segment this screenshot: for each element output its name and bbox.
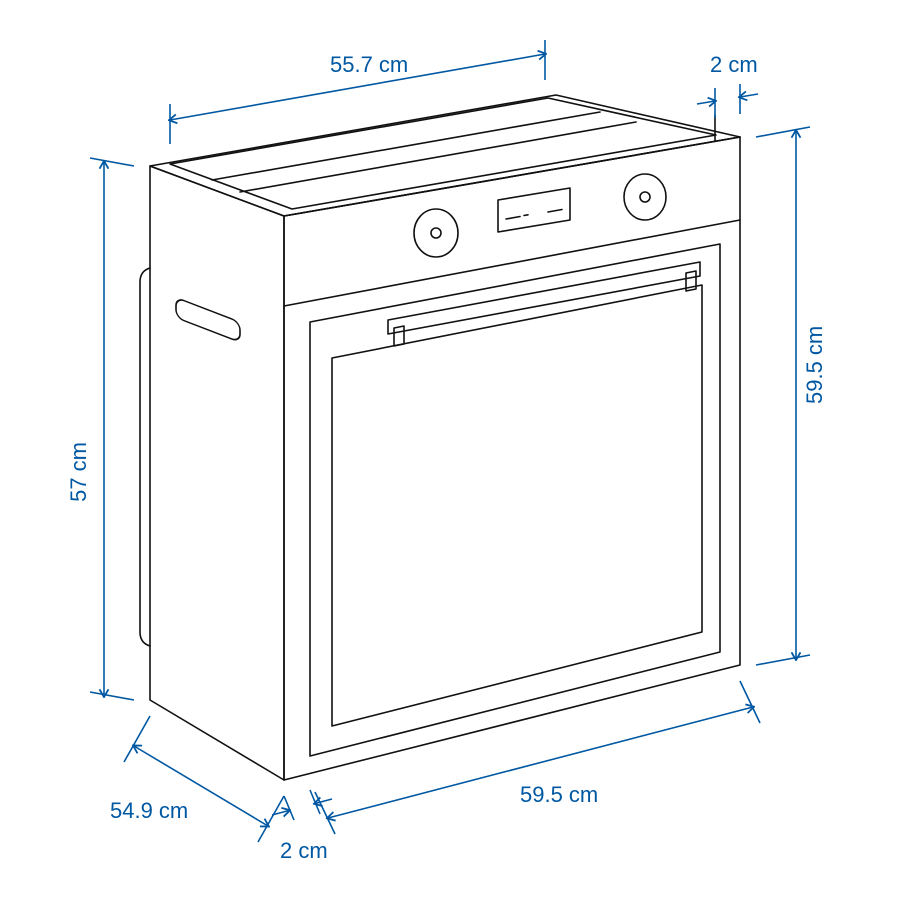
handle-standoff-left xyxy=(394,326,404,346)
knob-left-center xyxy=(431,228,441,238)
dim-top-gap-line-l xyxy=(697,101,715,104)
label-front-width: 59.5 cm xyxy=(520,782,598,807)
dimension-labels: 55.7 cm 2 cm 59.5 cm 57 cm 54.9 cm 59.5 … xyxy=(66,52,827,863)
dim-bottom-gap-line-r xyxy=(315,799,332,804)
knob-left xyxy=(414,209,458,257)
knob-right-center xyxy=(640,192,650,202)
display-detail-3 xyxy=(548,210,562,213)
label-front-height: 59.5 cm xyxy=(802,326,827,404)
top-groove-1 xyxy=(240,122,636,192)
oven-dimension-diagram: 55.7 cm 2 cm 59.5 cm 57 cm 54.9 cm 59.5 … xyxy=(0,0,900,900)
rear-bulge-top xyxy=(140,268,150,646)
label-side-height: 57 cm xyxy=(66,442,91,502)
label-top-width: 55.7 cm xyxy=(330,52,408,77)
label-bottom-gap: 2 cm xyxy=(280,838,328,863)
side-handle-cutout xyxy=(176,298,240,343)
oven-line-art xyxy=(140,95,740,780)
panel-top-edge xyxy=(284,137,740,216)
label-top-right-gap: 2 cm xyxy=(710,52,758,77)
door-window xyxy=(332,285,702,726)
dim-top-gap-line-r xyxy=(740,94,758,97)
display-detail-2 xyxy=(524,215,528,216)
display-detail-1 xyxy=(506,217,520,220)
label-side-depth: 54.9 cm xyxy=(110,798,188,823)
knob-right xyxy=(624,174,666,220)
panel-bottom-edge xyxy=(284,220,740,306)
side-face xyxy=(150,166,284,780)
